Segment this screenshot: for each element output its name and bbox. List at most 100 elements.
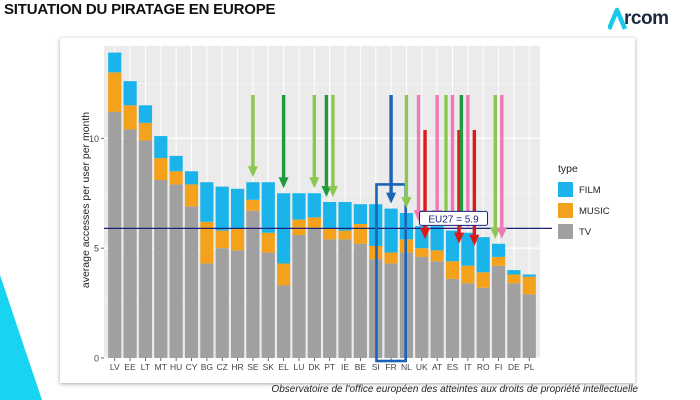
arrow-dk-head [309,177,320,189]
bar-cy-music [184,184,199,207]
y-tick-label: 5 [94,244,99,254]
legend-entry-music: MUSIC [579,206,610,217]
bar-bg-film [200,182,214,222]
bar-dk-music [307,217,321,229]
bar-it-film [461,232,475,266]
x-tick-label-lv: LV [110,362,120,372]
x-tick-label-mt: MT [155,362,167,372]
bar-fi-tv [491,265,506,358]
x-tick-label-es: ES [447,362,459,372]
arrow-se-head [247,166,258,178]
bar-ro-music [476,272,490,288]
x-tick-label-lt: LT [141,362,150,372]
x-tick-label-pl: PL [524,362,535,372]
annotations: EU27 = 5.9 [104,95,552,363]
y-axis: 0 5 10 [89,134,104,364]
arrow-es-head [453,232,464,244]
bar-de-tv [507,283,521,358]
x-tick-label-nl: NL [401,362,412,372]
logo-mark-icon [608,7,628,30]
x-tick-label-fi: FI [495,362,503,372]
bar-de-music [507,274,521,284]
bar-cz-music [215,230,229,249]
bar-fi-film [491,243,506,257]
bar-de-film [507,270,521,275]
eu27-label: EU27 = 5.9 [428,214,479,225]
bar-be-film [353,204,367,224]
arrow-fr-head [386,192,397,204]
x-tick-label-el: EL [278,362,289,372]
legend-swatch-tv [558,224,573,239]
arrow-fi-head [496,227,507,239]
logo-text: rcom [624,8,669,29]
bar-fr-music [384,252,398,264]
bar-it-music [461,265,475,284]
bar-hr-tv [230,250,245,358]
bar-ee-tv [123,129,137,358]
bar-hu-tv [169,184,183,358]
x-tick-label-ee: EE [124,362,136,372]
stacked-bar-chart: 0 5 10 LV EE LT MT HU CY BG CZ HR SE SK EL LU DK PT IE BE S… [80,46,610,372]
y-axis-label: average accesses per user per month [80,112,92,288]
bar-pt-tv [323,239,337,358]
bar-es-tv [445,278,460,358]
legend-swatch-music [558,203,573,218]
bar-be-tv [353,243,367,358]
bar-uk-music [415,248,429,257]
x-tick-label-si: SI [372,362,380,372]
bar-lu-tv [292,234,306,358]
bar-at-music [430,250,444,262]
bar-sk-music [261,232,275,253]
bar-cz-tv [215,248,229,358]
bar-pt-music [323,228,337,240]
logo-mark-letter: A [608,6,609,7]
x-tick-label-bg: BG [201,362,213,372]
x-tick-label-ro: RO [477,362,490,372]
bar-ro-tv [476,287,490,358]
bar-es-music [445,261,460,279]
arrow-pt-head [321,186,332,197]
bar-ie-film [338,202,352,231]
bar-ie-tv [338,239,352,358]
bar-lv-music [108,72,122,112]
bar-pt-film [323,202,337,229]
bar-lt-tv [138,140,153,358]
x-tick-label-sk: SK [263,362,275,372]
bar-dk-tv [307,228,321,358]
x-tick-label-pt: PT [324,362,335,372]
bar-it-tv [461,283,475,358]
bar-at-film [430,226,444,251]
bar-lu-film [292,193,306,220]
bar-fr-tv [384,263,398,358]
bar-dk-film [307,193,321,218]
bar-lu-music [292,219,306,235]
bar-sk-film [261,182,275,233]
arrow-fi-head [490,227,501,239]
bar-bg-music [200,221,214,264]
x-tick-label-uk: UK [416,362,428,372]
bar-mt-tv [154,180,168,358]
bar-fi-music [491,256,506,266]
bar-se-music [246,199,260,211]
bar-lv-tv [108,111,122,358]
chart-panel: 0 5 10 LV EE LT MT HU CY BG CZ HR SE SK EL LU DK PT IE BE S… [60,38,635,383]
bar-ro-film [476,237,490,273]
bar-pl-film [522,274,536,277]
x-tick-label-de: DE [508,362,520,372]
legend-title: type [558,163,578,175]
bar-lt-music [138,122,153,141]
legend-entry-film: FILM [579,185,601,196]
accent-triangle [0,275,42,400]
bar-el-music [277,263,291,286]
x-tick-label-it: IT [464,362,472,372]
source-caption: Observatoire de l'office européen des at… [271,384,638,395]
bar-se-film [246,182,260,200]
x-tick-label-hr: HR [231,362,243,372]
arrow-nl-head [401,196,412,208]
bar-ee-music [123,105,137,130]
bar-lt-film [138,105,153,123]
bar-es-film [445,230,460,262]
x-tick-label-se: SE [247,362,259,372]
x-tick-label-fr: FR [385,362,396,372]
bar-pl-tv [522,294,536,358]
